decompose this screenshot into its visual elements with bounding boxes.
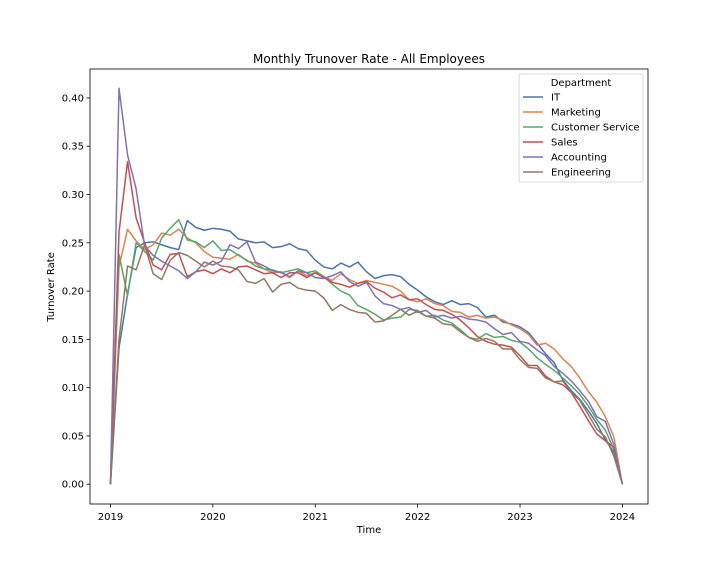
y-tick-label: 0.10 [62,383,84,394]
y-tick-label: 0.40 [62,93,84,104]
plot-area [89,68,649,505]
y-tick-label: 0.00 [62,480,84,491]
x-tick-label: 2023 [507,512,532,523]
legend: Department IT Marketing Customer Service Sa… [518,73,644,183]
x-tick-label: 2021 [303,512,328,523]
y-tick-label: 0.25 [62,238,84,249]
series-line-engineering [109,243,624,485]
y-tick-label: 0.15 [62,335,84,346]
x-tick-label: 2019 [98,512,123,523]
chart-title: Monthly Trunover Rate - All Employees [253,52,485,66]
y-tick-label: 0.20 [62,287,84,298]
x-axis-label: Time [356,525,381,536]
x-axis-ticks: 2019 2020 2021 2022 2023 2024 [98,504,635,523]
legend-label: Customer Service [551,123,640,134]
y-tick-label: 0.05 [62,431,84,442]
legend-title: Department [551,78,612,89]
y-tick-label: 0.35 [62,142,84,153]
legend-label: Accounting [551,153,607,164]
legend-label: Marketing [551,108,601,119]
series-line-marketing [109,228,624,485]
legend-box [518,73,644,183]
y-tick-label: 0.30 [62,190,84,201]
legend-label: Engineering [551,168,611,179]
x-tick-label: 2020 [200,512,225,523]
y-axis-label: Turnover Rate [46,252,57,323]
series-line-accounting [109,87,624,485]
series-line-customer-service [109,218,624,485]
x-tick-label: 2022 [405,512,430,523]
legend-label: Sales [551,138,578,149]
legend-label: IT [551,93,561,104]
series-line-it [109,219,624,485]
legend-items: IT Marketing Customer Service Sales Accounti… [523,93,640,179]
axes-frame [89,68,649,505]
x-tick-label: 2024 [610,512,635,523]
y-axis-ticks: 0.00 0.05 0.10 0.15 0.20 0.25 0.30 0.35 0.40 [62,93,90,491]
series-lines [109,87,624,485]
